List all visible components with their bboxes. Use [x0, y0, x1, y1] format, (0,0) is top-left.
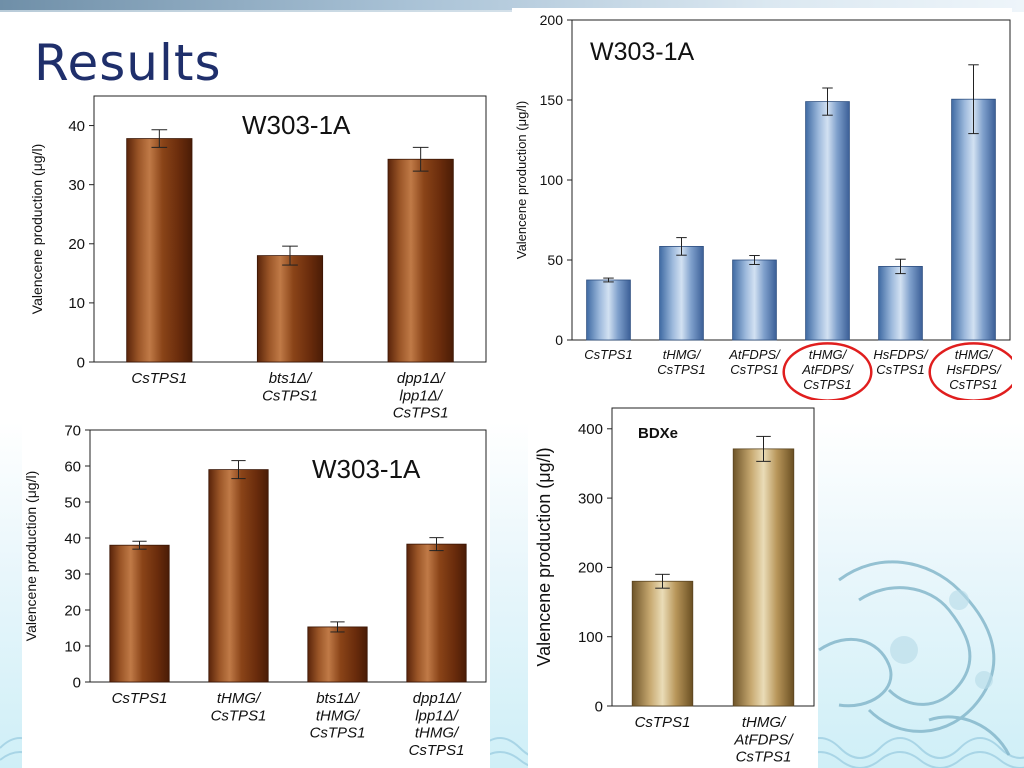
y-tick-label: 10: [68, 295, 85, 312]
bar: [732, 448, 795, 707]
chart-bottom-right: BDXe 0 100 200 300 400 Valencene production (μ…: [534, 407, 815, 766]
chart-panel-top-left: W303-1A 0 10 20 30 40 Valencene production (μg…: [22, 86, 490, 422]
bar: [126, 138, 193, 363]
plot-frame: [571, 19, 1011, 341]
y-tick-label: 300: [578, 490, 603, 507]
y-tick-label: 50: [64, 494, 81, 511]
x-category-label: CsTPS1: [131, 370, 187, 387]
chart-panel-top-right: W303-1A 0 50 100 150 200 Valencene production …: [512, 8, 1012, 400]
y-tick-label: 100: [540, 172, 564, 188]
y-axis-label: Valencene production (μg/l): [29, 144, 45, 314]
x-category-label: bts1Δ/CsTPS1: [262, 370, 318, 404]
highlight-circle: [782, 342, 873, 400]
x-category-label: dpp1Δ/lpp1Δ/tHMG/CsTPS1: [409, 690, 465, 759]
x-category-label: CsTPS1: [112, 690, 168, 707]
bar: [387, 158, 454, 363]
y-tick-label: 0: [595, 698, 603, 715]
bar: [951, 98, 996, 341]
bar: [878, 265, 923, 341]
x-category-label: dpp1Δ/lpp1Δ/CsTPS1: [393, 370, 449, 422]
x-category-label: tHMG/CsTPS1: [211, 690, 267, 724]
y-axis-label: Valencene production (μg/l): [534, 447, 554, 666]
x-category-label: tHMG/AtFDPS/CsTPS1: [733, 714, 794, 766]
bar: [307, 626, 368, 683]
y-tick-label: 70: [64, 422, 81, 439]
bar: [631, 580, 694, 707]
bar: [406, 543, 467, 683]
y-tick-label: 0: [73, 674, 81, 691]
chart-top-right: W303-1A 0 50 100 150 200 Valencene production …: [514, 12, 1012, 400]
x-category-label: CsTPS1: [635, 714, 691, 731]
highlight-circle: [928, 342, 1012, 400]
chart-title: W303-1A: [590, 38, 695, 66]
bar: [586, 279, 631, 341]
y-tick-label: 50: [547, 252, 563, 268]
y-tick-label: 30: [64, 566, 81, 583]
y-tick-label: 0: [555, 332, 563, 348]
y-tick-label: 100: [578, 629, 603, 646]
chart-title: W303-1A: [312, 454, 421, 484]
dragon-decoration: [818, 560, 1011, 756]
x-category-label: AtFDPS/CsTPS1: [728, 347, 781, 377]
slide-top-bar: [0, 0, 1024, 10]
y-tick-label: 400: [578, 421, 603, 438]
y-tick-label: 200: [578, 560, 603, 577]
chart-title: W303-1A: [242, 110, 351, 140]
bar: [256, 255, 324, 363]
y-tick-label: 40: [64, 530, 81, 547]
y-tick-label: 60: [64, 458, 81, 475]
y-tick-label: 20: [64, 602, 81, 619]
y-tick-label: 20: [68, 236, 85, 253]
y-tick-label: 30: [68, 177, 85, 194]
y-tick-label: 0: [77, 354, 85, 371]
chart-top-left: W303-1A 0 10 20 30 40 Valencene production (μg…: [29, 95, 487, 422]
bar: [659, 245, 704, 341]
x-category-label: tHMG/HsFDPS/CsTPS1: [946, 347, 1002, 392]
x-category-label: tHMG/AtFDPS/CsTPS1: [801, 347, 854, 392]
bar: [805, 101, 850, 341]
bar: [109, 544, 170, 683]
x-category-label: tHMG/CsTPS1: [657, 347, 705, 377]
chart-panel-bottom-right: BDXe 0 100 200 300 400 Valencene production (μ…: [528, 402, 818, 768]
chart-bottom-left: W303-1A 0 10 20 30 40 50 60 70 Valencene producti…: [23, 422, 487, 759]
chart-panel-bottom-left: W303-1A 0 10 20 30 40 50 60 70 Valencene producti…: [22, 420, 490, 768]
y-axis-label: Valencene production (μg/l): [514, 101, 529, 259]
y-tick-label: 150: [540, 92, 564, 108]
slide-title: Results: [34, 34, 222, 92]
x-category-label: bts1Δ/tHMG/CsTPS1: [310, 690, 366, 742]
y-tick-label: 40: [68, 118, 85, 135]
y-axis-label: Valencene production (μg/l): [23, 471, 39, 641]
y-tick-label: 10: [64, 638, 81, 655]
x-category-label: CsTPS1: [584, 347, 632, 362]
bar: [732, 259, 777, 341]
chart-title: BDXe: [638, 425, 678, 442]
x-category-label: HsFDPS/CsTPS1: [873, 347, 929, 377]
y-tick-label: 200: [540, 12, 564, 28]
bar: [208, 469, 269, 683]
